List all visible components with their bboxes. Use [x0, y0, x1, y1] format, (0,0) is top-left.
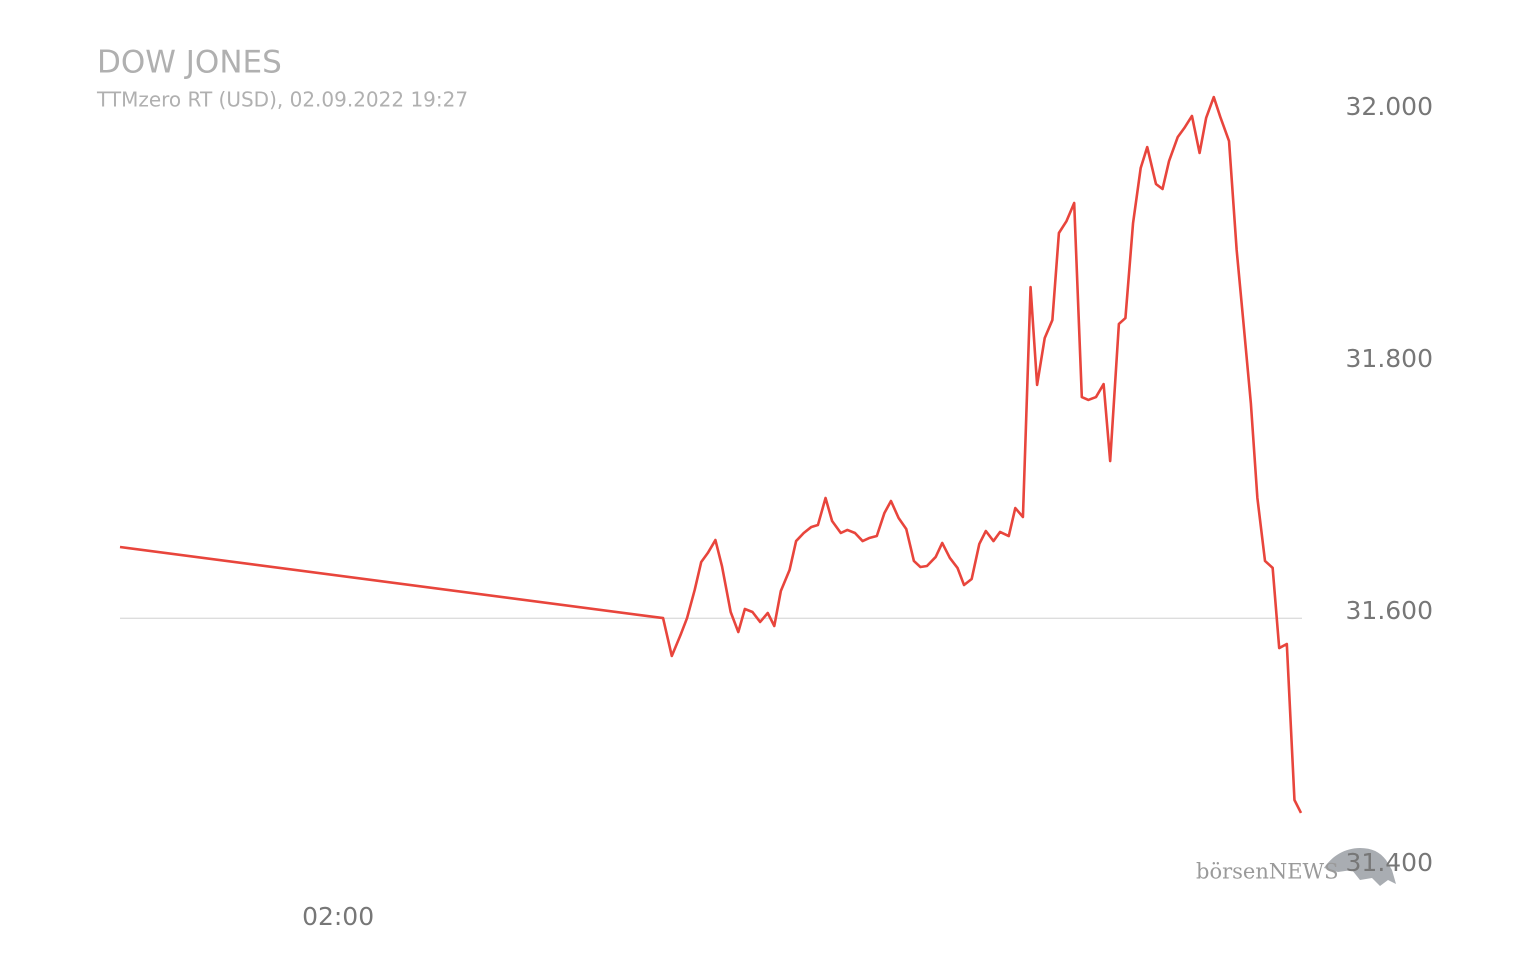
- chart-title: DOW JONES: [97, 45, 282, 81]
- y-tick-label: 32.000: [1346, 92, 1433, 121]
- logo: börsenNEWS: [1196, 860, 1339, 884]
- y-tick-label: 31.600: [1346, 596, 1433, 625]
- chart-subtitle: TTMzero RT (USD), 02.09.2022 19:27: [96, 88, 468, 112]
- y-tick-label: 31.400: [1346, 848, 1433, 877]
- price-line: [119, 95, 1303, 814]
- y-tick-label: 31.800: [1346, 344, 1433, 373]
- x-tick-label: 02:00: [302, 902, 374, 931]
- logo-icon: [1324, 848, 1396, 886]
